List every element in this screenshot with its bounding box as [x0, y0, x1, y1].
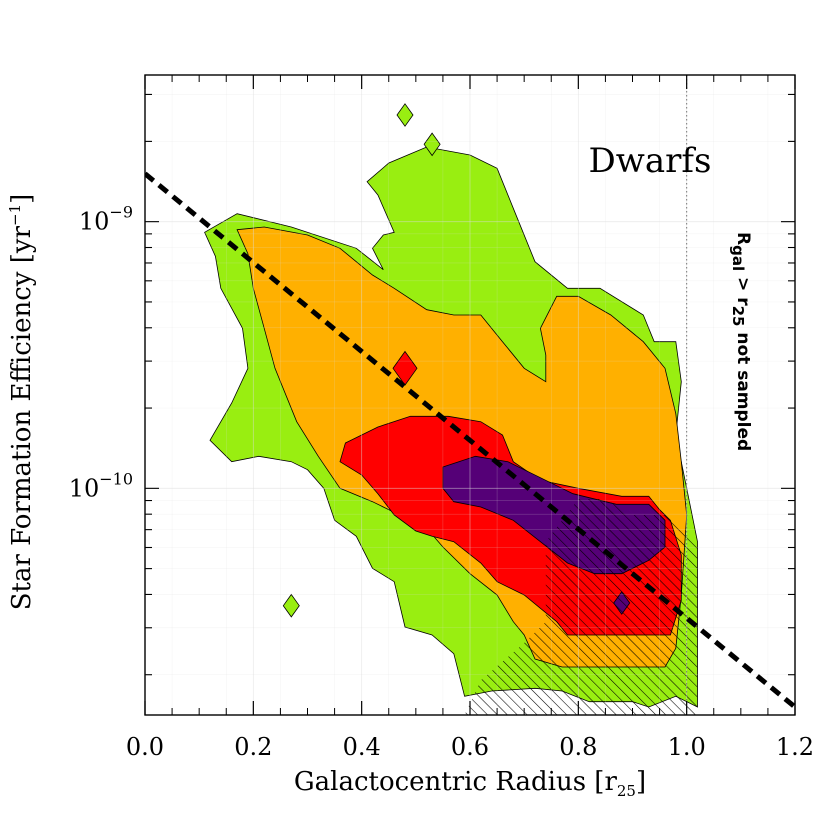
contour-island-green	[282, 593, 300, 618]
x-tick-labels: 0.0 0.2 0.4 0.6 0.8 1.0 1.2	[126, 733, 814, 761]
x-tick-label: 0.6	[451, 733, 489, 761]
contour-island-green	[423, 132, 441, 157]
not-sampled-region	[464, 499, 698, 715]
axis-ticks	[144, 75, 796, 715]
x-tick-label: 0.8	[559, 733, 597, 761]
y-axis-title: Star Formation Efficiency [yr−1]	[6, 194, 37, 611]
contour-island-green	[396, 103, 414, 127]
x-tick-label: 1.0	[668, 733, 706, 761]
overlay-layer	[145, 75, 795, 715]
x-tick-label: 0.2	[234, 733, 272, 761]
x-tick-label: 0.0	[126, 733, 164, 761]
y-tick-label: 10−9	[79, 203, 133, 236]
y-tick-label: 10−10	[69, 469, 133, 502]
x-tick-label: 1.2	[776, 733, 814, 761]
x-axis-title: Galactocentric Radius [r25]	[294, 767, 646, 800]
contour-island-red	[392, 350, 418, 386]
not-sampled-hatch-layer	[464, 499, 698, 715]
panel-label: Dwarfs	[589, 141, 712, 181]
not-sampled-note: Rgal > r25 not sampled	[729, 232, 753, 451]
fit-line	[145, 171, 795, 709]
x-tick-label: 0.4	[343, 733, 381, 761]
y-tick-labels: 10−9 10−10	[69, 203, 133, 503]
